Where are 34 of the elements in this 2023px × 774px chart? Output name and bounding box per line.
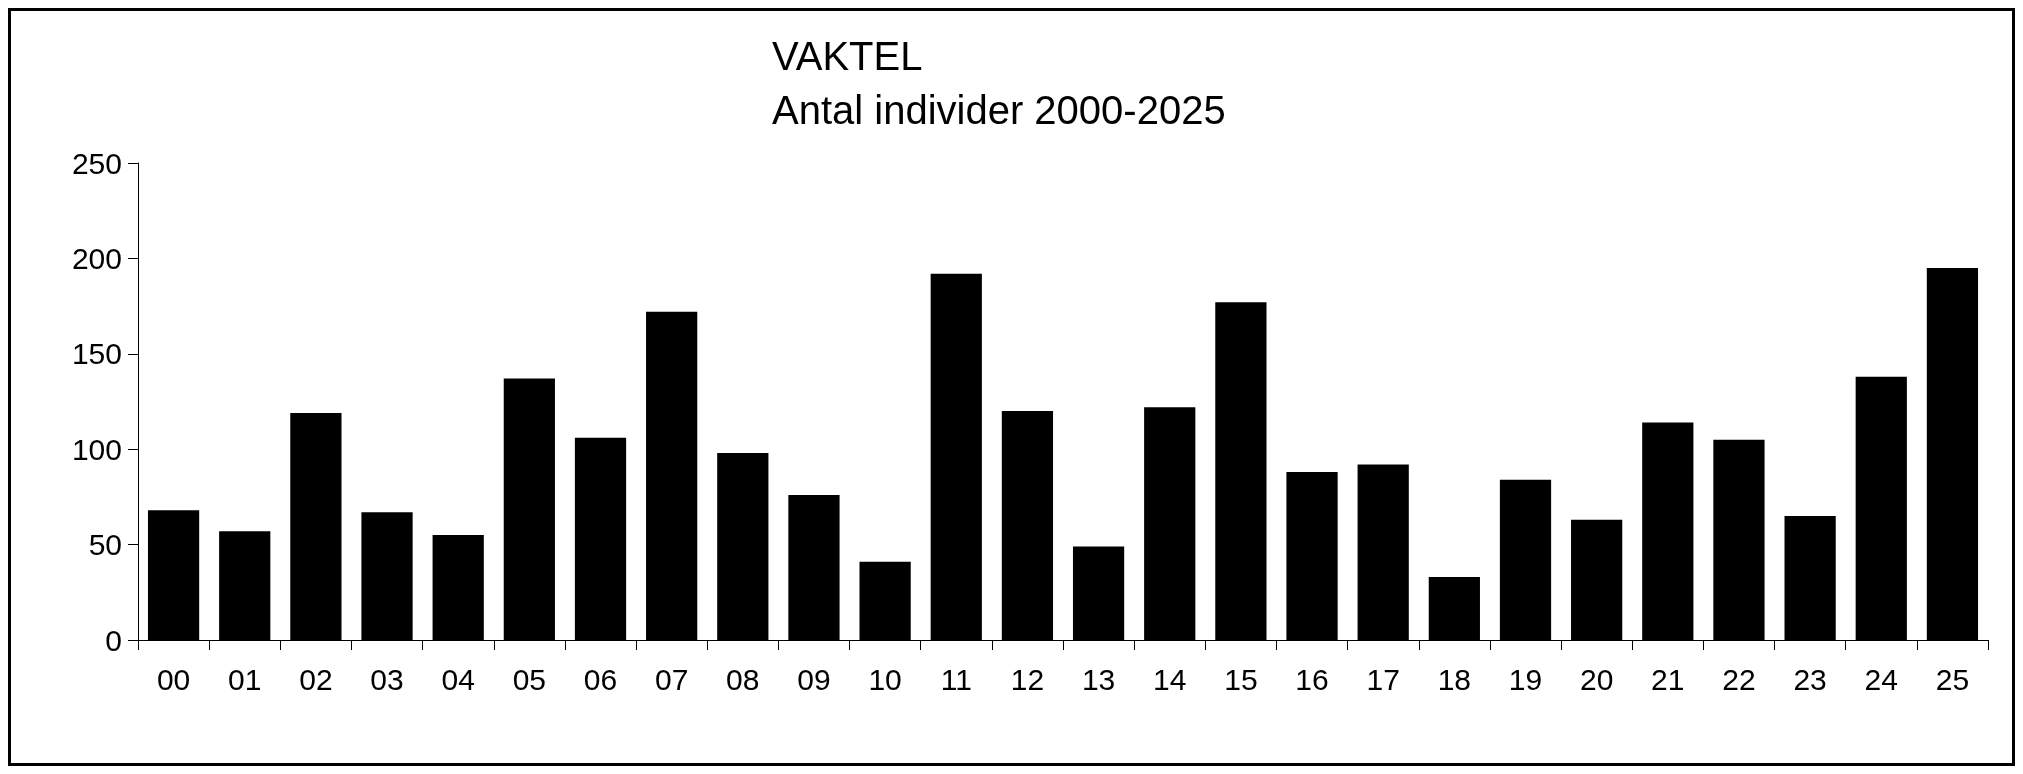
y-tick-label: 0 — [105, 623, 122, 657]
x-tick-label: 07 — [654, 662, 689, 696]
x-tick-label: 02 — [299, 662, 333, 696]
x-tick-label: 08 — [726, 662, 760, 696]
y-tick-label: 250 — [71, 146, 122, 180]
x-tick-label: 25 — [1935, 662, 1970, 696]
x-tick-label: 10 — [868, 662, 902, 696]
x-tick-label: 03 — [370, 662, 404, 696]
x-tick-label: 05 — [512, 662, 547, 696]
x-tick-label: 00 — [156, 662, 191, 696]
x-tick-label: 11 — [940, 662, 972, 696]
x-tick-label: 16 — [1295, 662, 1329, 696]
x-tick-label: 18 — [1437, 662, 1472, 696]
x-tick-label: 12 — [1010, 662, 1045, 696]
x-tick-label: 20 — [1579, 662, 1614, 696]
x-tick-label: 24 — [1864, 662, 1898, 696]
x-tick-label: 15 — [1224, 662, 1258, 696]
x-tick-label: 22 — [1722, 662, 1756, 696]
x-tick-label: 23 — [1793, 662, 1827, 696]
x-tick-label: 21 — [1651, 662, 1685, 696]
x-tick-label: 01 — [228, 662, 262, 696]
y-tick-label: 50 — [88, 528, 122, 562]
y-tick-label: 200 — [71, 241, 122, 275]
x-tick-label: 09 — [797, 662, 831, 696]
x-tick-label: 06 — [583, 662, 618, 696]
x-tick-label: 14 — [1153, 662, 1187, 696]
chart-subtitle: Antal individer 2000-2025 — [772, 88, 1226, 132]
y-tick-label: 100 — [71, 432, 122, 466]
y-tick-label: 150 — [71, 337, 122, 371]
x-tick-label: 17 — [1366, 662, 1400, 696]
x-tick-label: 04 — [441, 662, 475, 696]
chart-title: VAKTEL — [772, 34, 923, 78]
x-tick-label: 13 — [1081, 662, 1116, 696]
x-tick-label: 19 — [1508, 662, 1543, 696]
